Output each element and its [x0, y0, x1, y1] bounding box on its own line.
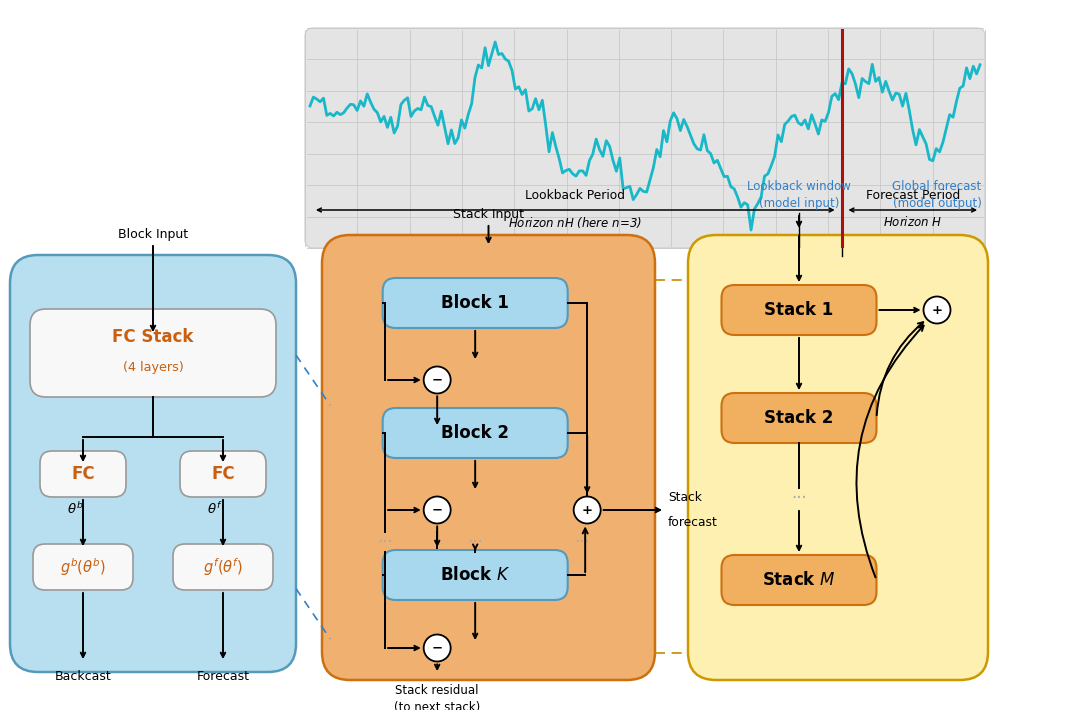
Text: FC Stack: FC Stack — [112, 328, 194, 346]
FancyArrowPatch shape — [877, 322, 923, 415]
Text: +: + — [582, 503, 592, 516]
Text: FC: FC — [211, 465, 235, 483]
Text: Block 1: Block 1 — [441, 294, 510, 312]
Text: Backcast: Backcast — [54, 670, 111, 683]
FancyBboxPatch shape — [10, 255, 296, 672]
FancyBboxPatch shape — [382, 408, 567, 458]
FancyBboxPatch shape — [322, 235, 654, 680]
FancyBboxPatch shape — [382, 278, 567, 328]
FancyBboxPatch shape — [33, 544, 133, 590]
Text: Global forecast: Global forecast — [892, 180, 981, 193]
Circle shape — [424, 635, 451, 662]
FancyBboxPatch shape — [722, 555, 877, 605]
Text: forecast: forecast — [668, 516, 718, 529]
Text: Stack residual: Stack residual — [395, 684, 479, 697]
FancyBboxPatch shape — [173, 544, 273, 590]
Text: (model input): (model input) — [759, 197, 840, 210]
Circle shape — [424, 366, 451, 393]
Text: FC: FC — [71, 465, 95, 483]
Text: Forecast Period: Forecast Period — [866, 189, 959, 202]
Text: −: − — [431, 503, 443, 516]
FancyBboxPatch shape — [40, 451, 126, 497]
Text: Stack $M$: Stack $M$ — [762, 571, 836, 589]
Text: Horizon $H$: Horizon $H$ — [883, 215, 942, 229]
Text: ···: ··· — [791, 489, 807, 507]
FancyBboxPatch shape — [305, 28, 984, 248]
Text: Block Input: Block Input — [118, 228, 188, 241]
FancyBboxPatch shape — [722, 285, 877, 335]
FancyBboxPatch shape — [30, 309, 276, 397]
FancyBboxPatch shape — [382, 550, 567, 600]
Text: (4 layers): (4 layers) — [123, 361, 183, 373]
Text: Block $K$: Block $K$ — [440, 566, 511, 584]
Text: Stack 1: Stack 1 — [764, 301, 833, 319]
Text: +: + — [931, 303, 942, 317]
Text: Stack 2: Stack 2 — [764, 409, 834, 427]
Text: (model output): (model output) — [893, 197, 981, 210]
Text: $g^f(\theta^f)$: $g^f(\theta^f)$ — [203, 556, 243, 578]
Text: Lookback Period: Lookback Period — [525, 189, 625, 202]
Text: ···: ··· — [377, 533, 393, 551]
Text: Stack: Stack — [668, 491, 702, 504]
FancyBboxPatch shape — [722, 393, 877, 443]
Text: ···: ··· — [467, 533, 484, 551]
Text: (to next stack): (to next stack) — [394, 701, 480, 710]
Text: $g^b(\theta^b)$: $g^b(\theta^b)$ — [60, 556, 106, 578]
FancyBboxPatch shape — [688, 235, 988, 680]
Text: Horizon $nH$ (here $n$=3): Horizon $nH$ (here $n$=3) — [509, 215, 643, 230]
Text: Forecast: Forecast — [196, 670, 249, 683]
Text: $\theta^b$: $\theta^b$ — [66, 501, 83, 517]
FancyArrowPatch shape — [583, 528, 588, 572]
Circle shape — [923, 297, 951, 324]
FancyBboxPatch shape — [180, 451, 266, 497]
Text: −: − — [431, 642, 443, 655]
Text: Stack Input: Stack Input — [453, 208, 524, 221]
Text: ···: ··· — [574, 533, 590, 551]
Text: −: − — [431, 373, 443, 386]
FancyArrowPatch shape — [856, 326, 923, 577]
Text: $\theta^f$: $\theta^f$ — [207, 501, 223, 517]
Text: Lookback window: Lookback window — [747, 180, 851, 193]
Circle shape — [424, 496, 451, 523]
Text: Block 2: Block 2 — [441, 424, 510, 442]
Circle shape — [574, 496, 601, 523]
